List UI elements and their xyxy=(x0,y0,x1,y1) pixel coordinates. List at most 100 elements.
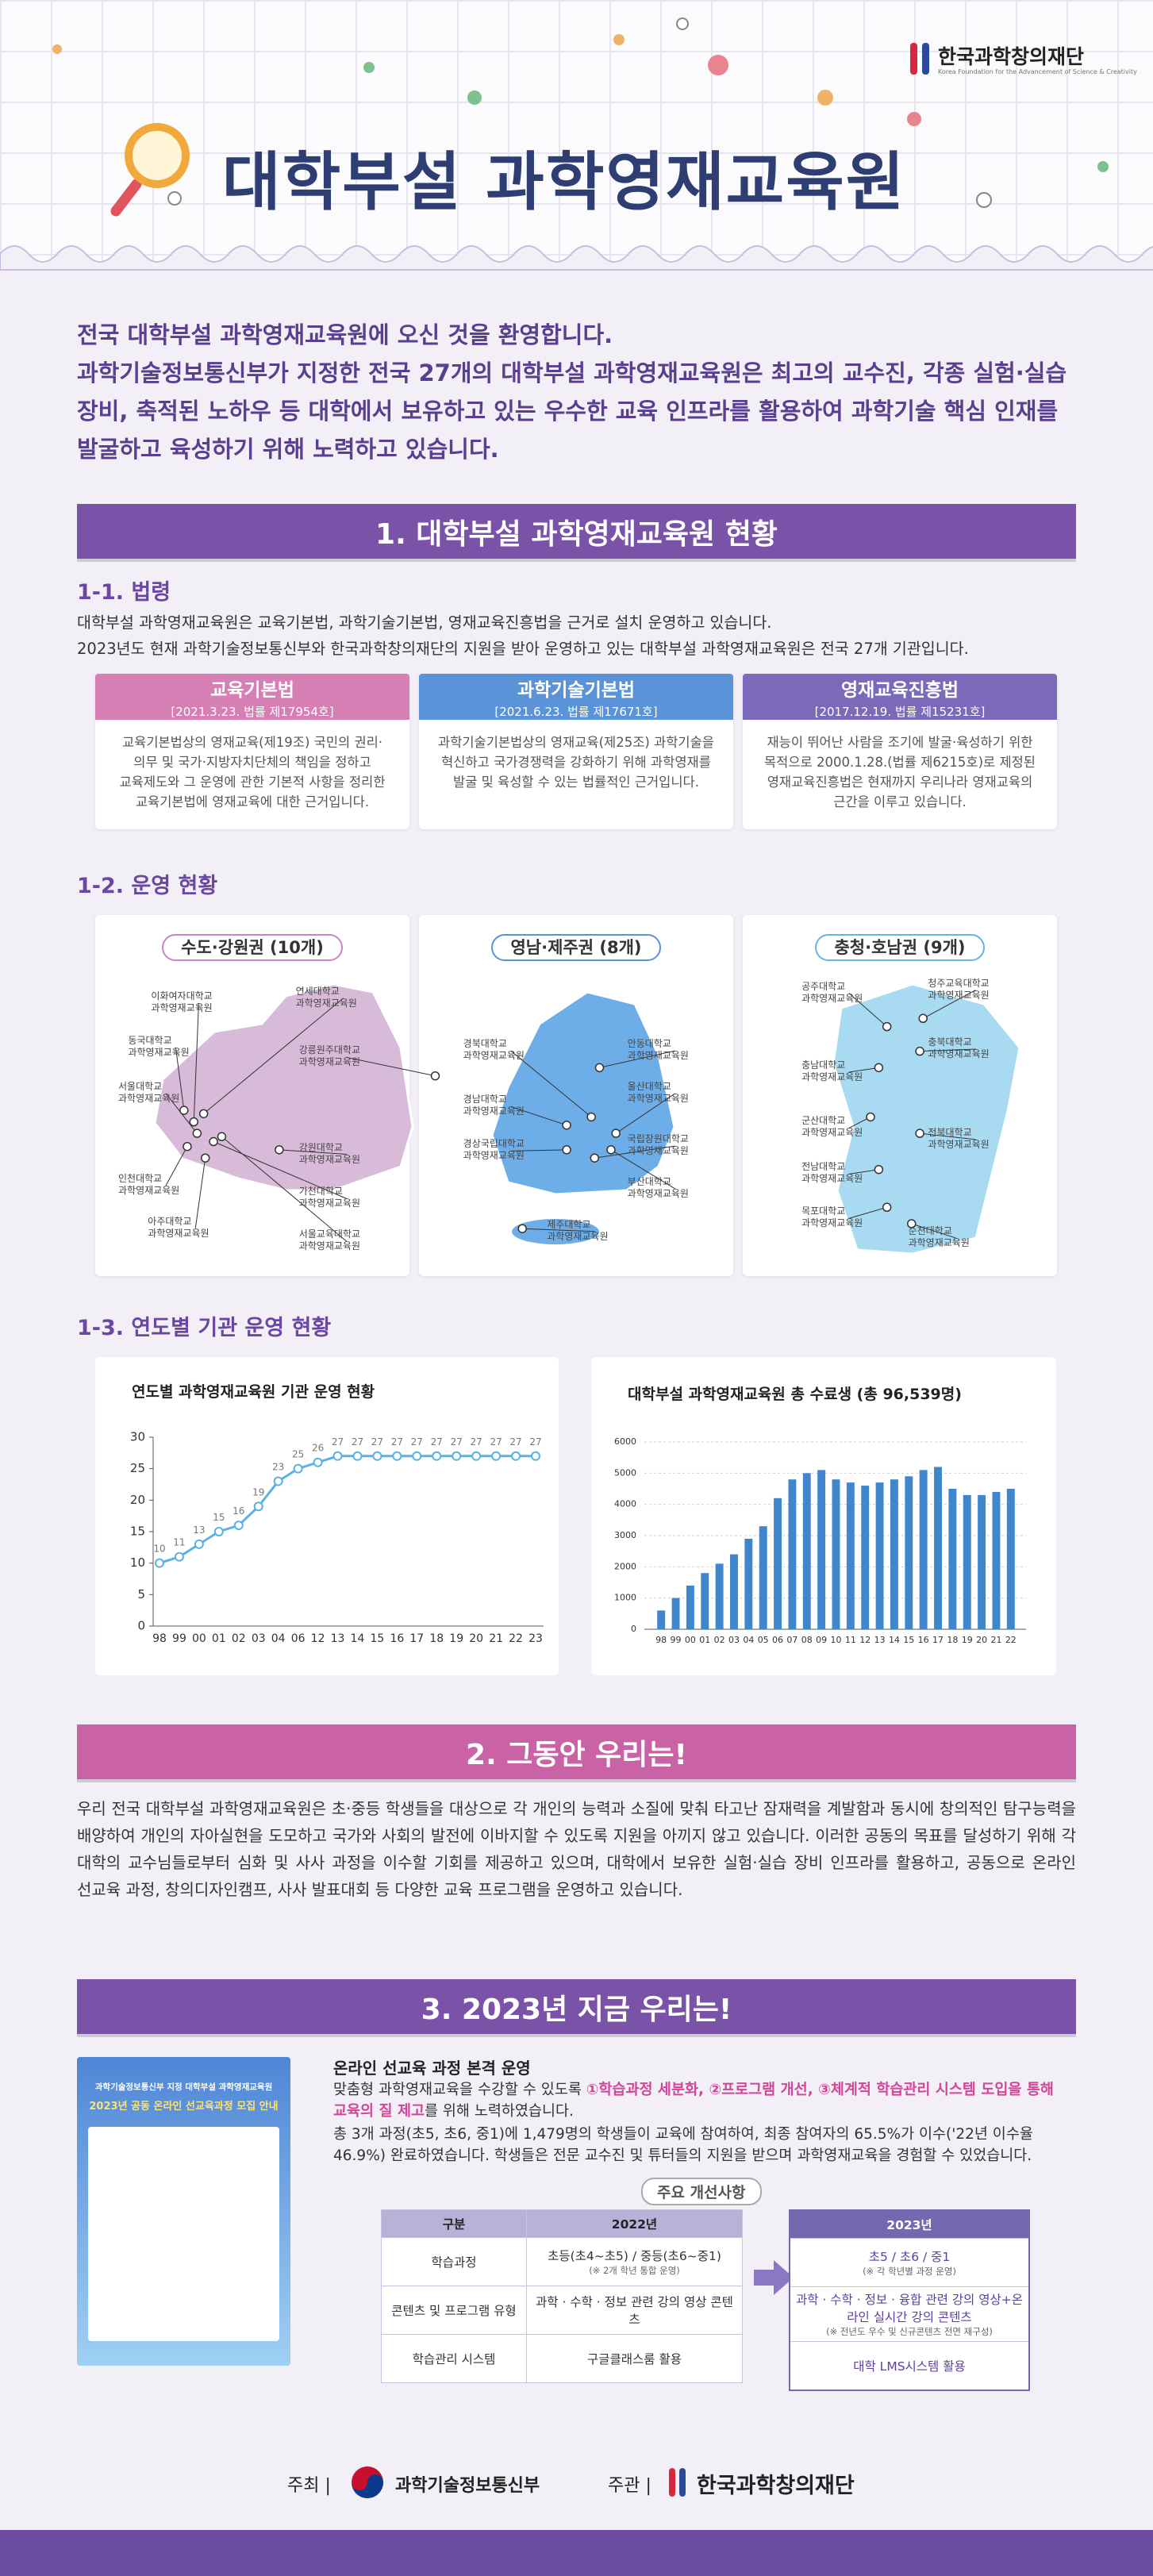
x-tick-label: 22 xyxy=(1005,1635,1017,1645)
institution-label: 가천대학교 과학영재교육원 xyxy=(298,1186,360,1209)
intro-body: 과학기술정보통신부가 지정한 전국 27개의 대학부설 과학영재교육원은 최고의… xyxy=(77,359,1067,463)
section-banner: 1. 대학부설 과학영재교육원 현황 xyxy=(77,504,1076,559)
data-label: 11 xyxy=(173,1537,185,1548)
x-tick-label: 99 xyxy=(671,1635,682,1645)
x-tick-label: 20 xyxy=(469,1632,483,1645)
data-label: 27 xyxy=(490,1436,502,1448)
leader-line xyxy=(346,1056,436,1077)
bar xyxy=(948,1489,957,1629)
bar xyxy=(730,1554,738,1629)
data-point xyxy=(372,1451,382,1461)
leader-line xyxy=(848,1206,887,1219)
data-point xyxy=(174,1551,184,1562)
location-dot xyxy=(562,1145,571,1155)
section2-body: 우리 전국 대학부설 과학영재교육원은 초·중등 학생들을 대상으로 각 개인의… xyxy=(77,1799,1076,1899)
table-row: 학습관리 시스템 구글클래스룸 활용 xyxy=(381,2334,743,2383)
law-card: 과학기술기본법 [2021.6.23. 법률 제17671호] 과학기술기본법상의 … xyxy=(419,674,733,829)
table-row: 구분 2022년 xyxy=(381,2209,743,2238)
table-header: 2022년 xyxy=(526,2209,743,2238)
chart-title: 대학부설 과학영재교육원 총 수료생 (총 96,539명) xyxy=(628,1386,962,1403)
data-label: 10 xyxy=(153,1544,165,1555)
institution-label: 공주대학교 과학영재교육원 xyxy=(801,980,863,1004)
cell-text: 구글클래스룸 활용 xyxy=(586,2352,682,2366)
bar xyxy=(978,1494,986,1629)
x-tick-label: 10 xyxy=(831,1635,842,1645)
row-label: 학습과정 xyxy=(381,2237,527,2286)
x-tick-label: 20 xyxy=(976,1635,987,1645)
chart-card xyxy=(95,1357,559,1675)
arrow-icon xyxy=(754,2260,794,2295)
leader-line xyxy=(194,1158,206,1228)
leader-line xyxy=(599,1050,675,1068)
institution-label: 국립창원대학교 과학영재교육원 xyxy=(627,1133,689,1157)
data-point xyxy=(293,1463,303,1474)
leader-line xyxy=(594,1145,675,1159)
x-tick-label: 22 xyxy=(509,1632,523,1645)
law-card-header: 영재교육진흥법 [2017.12.19. 법률 제15231호] xyxy=(743,674,1057,720)
location-dot xyxy=(882,1021,892,1032)
institution-label: 전남대학교 과학영재교육원 xyxy=(801,1161,863,1185)
intro-lead: 전국 대학부설 과학영재교육원에 오신 것을 환영합니다. xyxy=(77,321,613,348)
data-label: 27 xyxy=(411,1436,423,1448)
institution-label: 경북대학교 과학영재교육원 xyxy=(463,1038,525,1062)
page-title: 대학부설 과학영재교육원 xyxy=(222,145,906,219)
cell-text: 대학 LMS시스템 활용 xyxy=(853,2359,966,2374)
data-label: 15 xyxy=(213,1512,225,1523)
leader-line xyxy=(920,1048,976,1052)
leader-line xyxy=(165,1146,188,1186)
x-tick-label: 06 xyxy=(291,1632,306,1645)
section3-body: 맞춤형 과학영재교육을 수강할 수 있도록 ①학습과정 세분화, ②프로그램 개… xyxy=(333,2079,1076,2122)
table-header: 구분 xyxy=(381,2209,527,2238)
data-label: 27 xyxy=(471,1436,482,1448)
law-body: 과학기술기본법상의 영재교육(제25조) 과학기술을 혁신하고 국가경쟁력을 강… xyxy=(438,735,714,790)
leader-line xyxy=(213,1141,347,1199)
y-tick-label: 5 xyxy=(137,1587,145,1601)
bar xyxy=(963,1494,971,1629)
data-point xyxy=(352,1451,363,1461)
bar xyxy=(992,1491,1001,1629)
text: 맞춤형 과학영재교육을 수강할 수 있도록 xyxy=(333,2082,586,2098)
x-tick-label: 02 xyxy=(232,1632,246,1645)
row-label: 콘텐츠 및 프로그램 유형 xyxy=(381,2286,527,2335)
region-title-wrap: 충청·호남권 (9개) xyxy=(743,934,1057,961)
table-cell: 과학 · 수학 · 정보 · 융합 관련 강의 영상+온라인 실시간 강의 콘텐… xyxy=(789,2286,1030,2342)
data-label: 27 xyxy=(509,1436,521,1448)
footer-host: 과학기술정보통신부 xyxy=(395,2476,540,2496)
institution-label: 순천대학교 과학영재교육원 xyxy=(908,1225,970,1249)
law-line: 2023년도 현재 과학기술정보통신부와 한국과학창의재단의 지원을 받아 운영… xyxy=(77,640,969,658)
cell-note: (※ 2개 학년 통합 운영) xyxy=(589,2265,680,2276)
location-dot xyxy=(866,1112,875,1122)
x-tick-label: 08 xyxy=(801,1635,813,1645)
x-tick-label: 12 xyxy=(311,1632,325,1645)
subheading: 1-2. 운영 현황 xyxy=(77,874,218,898)
decor-dots xyxy=(52,17,1109,208)
law-card: 영재교육진흥법 [2017.12.19. 법률 제15231호] 재능이 뛰어난 사… xyxy=(743,674,1057,829)
institution-label: 이화여자대학교 과학영재교육원 xyxy=(151,990,213,1014)
x-tick-label: 98 xyxy=(655,1635,667,1645)
footer-band xyxy=(0,2530,1153,2576)
table-row: 학습과정 초등(초4~초5) / 중등(초6~중1) (※ 2개 학년 통합 운영) xyxy=(381,2237,743,2286)
location-dot xyxy=(915,1046,924,1056)
chart-title: 연도별 과학영재교육원 기관 운영 현황 xyxy=(132,1382,375,1401)
x-tick-label: 18 xyxy=(947,1635,958,1645)
institution-label: 제주대학교 과학영재교육원 xyxy=(547,1218,609,1242)
table-row: 2023년 xyxy=(789,2209,1030,2239)
location-dot xyxy=(874,1164,884,1175)
cell-text: 과학 · 수학 · 정보 관련 강의 영상 콘텐츠 xyxy=(536,2295,733,2327)
poster-line: 2023년 공동 온라인 선교육과정 모집 안내 xyxy=(89,2101,279,2113)
magnifier-icon xyxy=(110,123,190,217)
table-row: 콘텐츠 및 프로그램 유형 과학 · 수학 · 정보 관련 강의 영상 콘텐츠 xyxy=(381,2286,743,2335)
x-tick-label: 04 xyxy=(271,1632,286,1645)
bar xyxy=(715,1563,724,1629)
table-cell: 과학 · 수학 · 정보 관련 강의 영상 콘텐츠 xyxy=(526,2286,743,2335)
bar xyxy=(905,1476,913,1629)
data-point xyxy=(432,1451,442,1461)
location-dot xyxy=(200,1153,210,1163)
footer-organizer: 한국과학창의재단 xyxy=(697,2474,855,2498)
location-dot xyxy=(590,1153,600,1163)
x-tick-label: 09 xyxy=(816,1635,827,1645)
data-label: 27 xyxy=(332,1436,344,1448)
location-dot xyxy=(192,1128,202,1138)
x-tick-label: 03 xyxy=(252,1632,266,1645)
table-2022: 구분 2022년 학습과정 초등(초4~초5) / 중등(초6~중1) (※ 2개 학년… xyxy=(381,2209,743,2383)
